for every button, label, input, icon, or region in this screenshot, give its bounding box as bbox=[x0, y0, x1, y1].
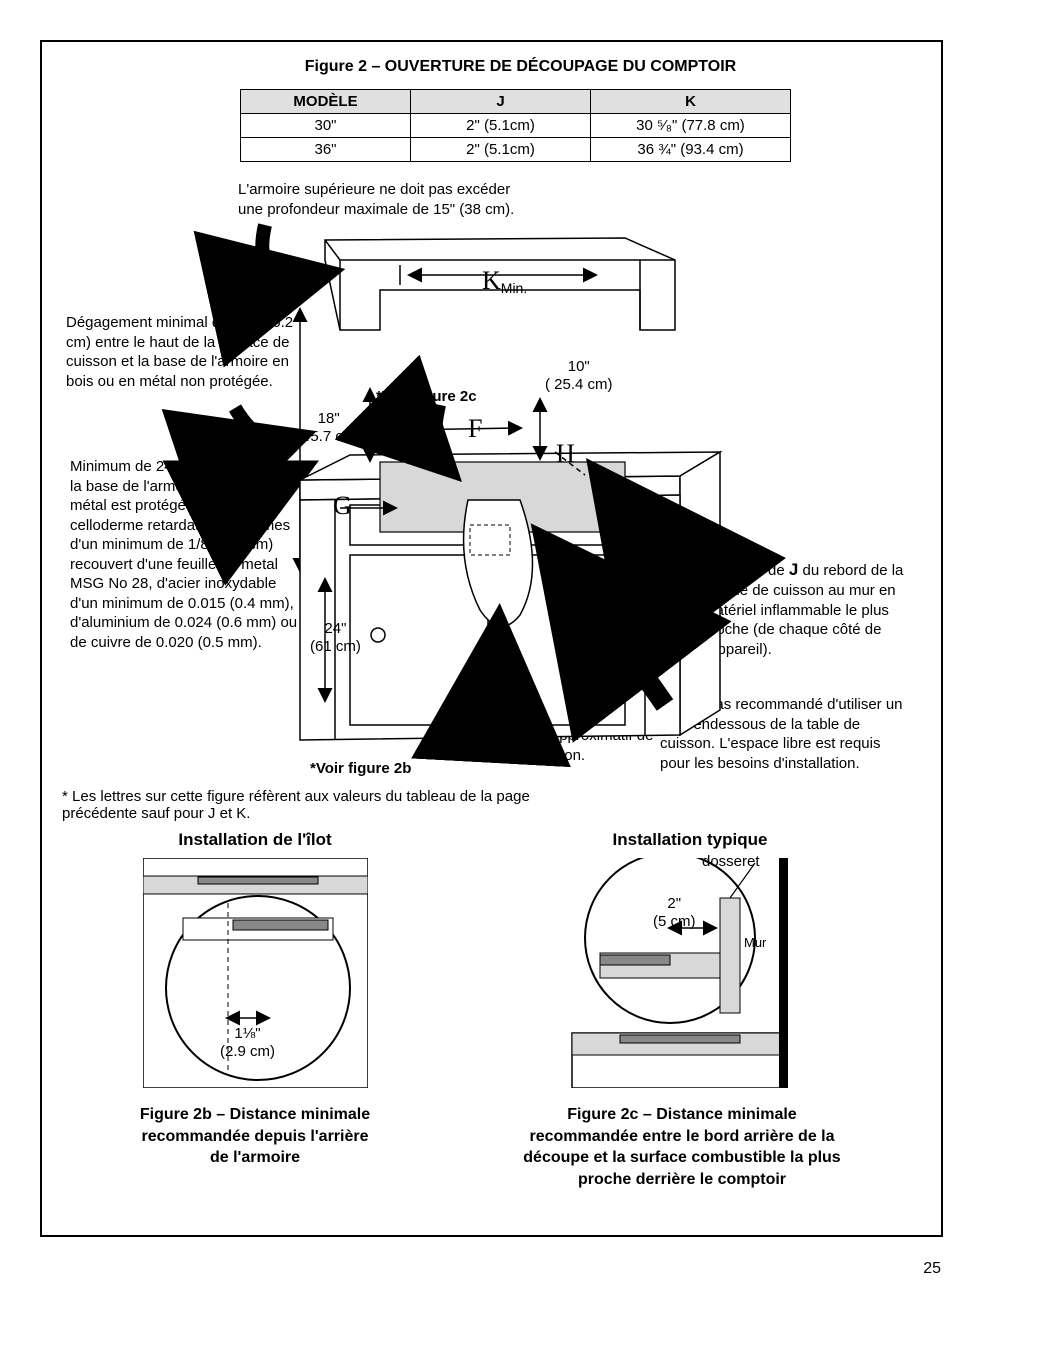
dim-10-label: 10" ( 25.4 cm) bbox=[545, 358, 613, 394]
g-label: G bbox=[333, 490, 352, 521]
h-label: H bbox=[556, 438, 575, 469]
k-min-label: KMin. bbox=[482, 265, 527, 296]
ilot-dim-label: 1⅛" (2.9 cm) bbox=[220, 1025, 275, 1061]
footnote: * Les lettres sur cette figure réfèrent … bbox=[62, 788, 530, 822]
arrow-top-note bbox=[262, 225, 318, 278]
dim-12-label: 12" (30.5 cm) bbox=[560, 606, 623, 642]
ilot-title: Installation de l'îlot bbox=[145, 830, 365, 850]
page-number: 25 bbox=[923, 1260, 941, 1278]
k-letter: K bbox=[482, 266, 501, 295]
dosseret-label: dosseret bbox=[702, 853, 760, 871]
k-min-sub: Min. bbox=[501, 280, 527, 296]
f-label: F bbox=[468, 413, 482, 444]
dim-f bbox=[400, 428, 520, 430]
dim-18-label: 18" (45.7 cm) bbox=[297, 410, 360, 446]
typique-caption: Figure 2c – Distance minimale recommandé… bbox=[472, 1104, 892, 1190]
typique-title: Installation typique bbox=[580, 830, 800, 850]
typique-dim-label: 2" (5 cm) bbox=[653, 895, 696, 931]
page: Figure 2 – OUVERTURE DE DÉCOUPAGE DU COM… bbox=[0, 0, 1041, 1347]
dim-24-label: 24" (61 cm) bbox=[310, 620, 361, 656]
arrow-junction bbox=[497, 635, 500, 725]
main-diagram bbox=[0, 0, 1041, 800]
mur-label: Mur bbox=[744, 935, 766, 951]
arrow-left2 bbox=[260, 465, 294, 475]
typique-diagram bbox=[560, 858, 800, 1088]
arrow-voir-2c bbox=[436, 405, 445, 465]
arrow-left1 bbox=[235, 408, 290, 442]
ilot-caption: Figure 2b – Distance minimale recommandé… bbox=[125, 1104, 385, 1169]
